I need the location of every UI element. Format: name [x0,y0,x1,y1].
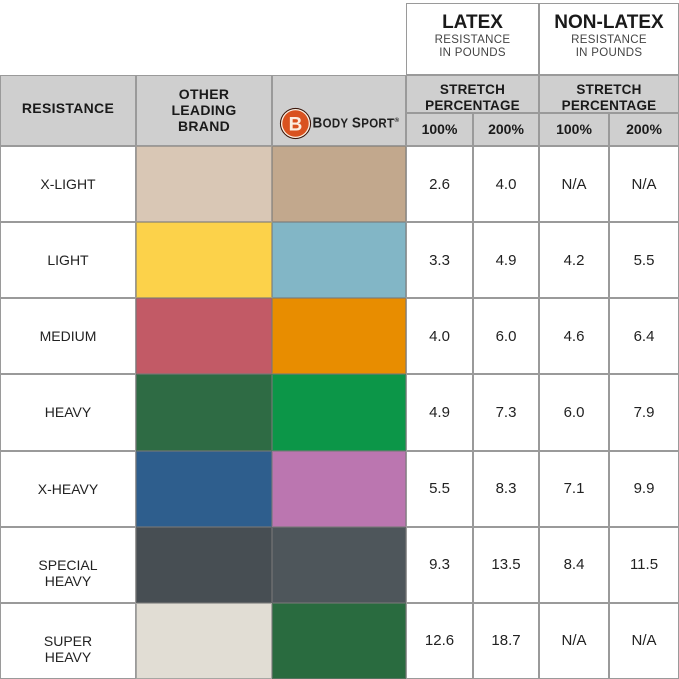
svg-text:B: B [288,114,302,135]
